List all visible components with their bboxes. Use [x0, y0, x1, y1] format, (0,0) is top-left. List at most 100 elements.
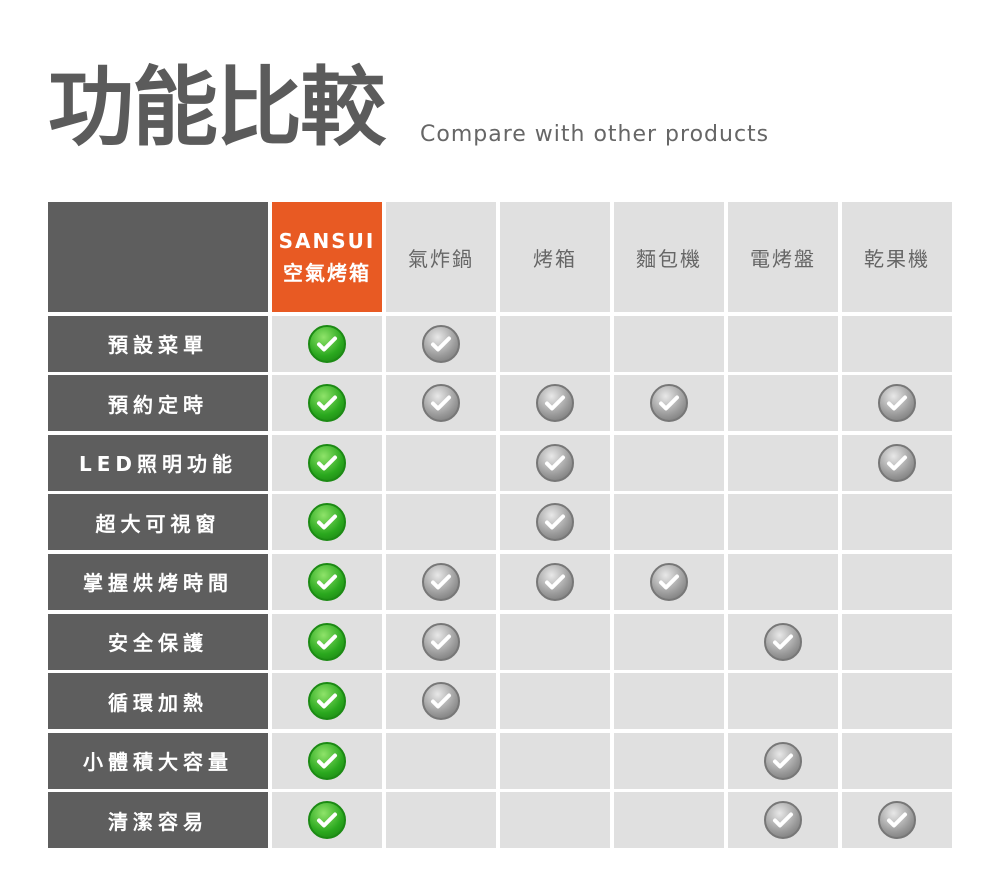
- check-circle-gray-icon: [422, 562, 460, 601]
- table-cell: [842, 553, 952, 610]
- check-circle-green-icon: [308, 622, 346, 661]
- table-cell: [386, 315, 496, 372]
- check-circle-green-icon: [308, 682, 346, 721]
- row-header: 預約定時: [48, 375, 268, 432]
- check-circle-green-icon: [308, 443, 346, 482]
- table-cell: [500, 315, 610, 372]
- table-cell: [614, 673, 724, 730]
- table-cell: [500, 434, 610, 491]
- table-cell: [500, 375, 610, 432]
- table-cell: [386, 732, 496, 789]
- table-cell: [728, 375, 838, 432]
- table-cell: [500, 673, 610, 730]
- table-cell: [386, 494, 496, 551]
- column-header: 氣炸鍋: [386, 202, 496, 312]
- table-cell: [728, 673, 838, 730]
- check-circle-green-icon: [308, 324, 346, 363]
- table-cell: [272, 494, 382, 551]
- check-circle-gray-icon: [536, 384, 574, 423]
- comparison-table: SANSUI 空氣烤箱 氣炸鍋 烤箱 麵包機 電烤盤 乾果機 預設菜單 預約定時 L…: [48, 202, 952, 849]
- table-cell: [500, 792, 610, 849]
- table-cell: [842, 673, 952, 730]
- check-circle-green-icon: [308, 562, 346, 601]
- column-header: 乾果機: [842, 202, 952, 312]
- table-cell: [272, 315, 382, 372]
- column-header: 電烤盤: [728, 202, 838, 312]
- table-cell: [728, 553, 838, 610]
- table-cell: [500, 732, 610, 789]
- table-cell: [728, 792, 838, 849]
- table-cell: [272, 375, 382, 432]
- table-cell: [842, 613, 952, 670]
- table-cell: [842, 375, 952, 432]
- check-circle-gray-icon: [764, 801, 802, 840]
- table-cell: [500, 553, 610, 610]
- check-circle-gray-icon: [878, 443, 916, 482]
- check-circle-gray-icon: [764, 741, 802, 780]
- table-cell: [386, 434, 496, 491]
- table-cell: [614, 553, 724, 610]
- table-cell: [842, 494, 952, 551]
- page-subtitle: Compare with other products: [420, 122, 770, 147]
- brand-product: 空氣烤箱: [283, 261, 371, 285]
- table-cell: [728, 494, 838, 551]
- row-header: 預設菜單: [48, 315, 268, 372]
- column-header: 麵包機: [614, 202, 724, 312]
- row-header: 小體積大容量: [48, 732, 268, 789]
- check-circle-gray-icon: [764, 622, 802, 661]
- brand-name: SANSUI: [278, 229, 376, 253]
- table-cell: [614, 792, 724, 849]
- table-cell: [614, 613, 724, 670]
- check-circle-green-icon: [308, 801, 346, 840]
- table-cell: [272, 732, 382, 789]
- check-circle-gray-icon: [536, 443, 574, 482]
- table-cell: [500, 613, 610, 670]
- table-cell: [614, 434, 724, 491]
- table-cell: [272, 673, 382, 730]
- check-circle-gray-icon: [650, 562, 688, 601]
- table-cell: [842, 315, 952, 372]
- table-cell: [272, 792, 382, 849]
- check-circle-gray-icon: [422, 384, 460, 423]
- table-cell: [272, 434, 382, 491]
- check-circle-green-icon: [308, 503, 346, 542]
- table-cell: [500, 494, 610, 551]
- table-cell: [842, 434, 952, 491]
- check-circle-gray-icon: [422, 682, 460, 721]
- page-title: 功能比較: [48, 58, 386, 158]
- table-cell: [614, 732, 724, 789]
- check-circle-gray-icon: [536, 562, 574, 601]
- check-circle-green-icon: [308, 384, 346, 423]
- table-cell: [614, 494, 724, 551]
- table-cell: [728, 732, 838, 789]
- table-corner: [48, 202, 268, 312]
- row-header: LED照明功能: [48, 434, 268, 491]
- row-header: 清潔容易: [48, 792, 268, 849]
- table-cell: [614, 315, 724, 372]
- column-header: 烤箱: [500, 202, 610, 312]
- table-cell: [272, 553, 382, 610]
- table-cell: [386, 553, 496, 610]
- check-circle-gray-icon: [422, 622, 460, 661]
- table-cell: [386, 375, 496, 432]
- row-header: 循環加熱: [48, 673, 268, 730]
- table-cell: [728, 613, 838, 670]
- check-circle-gray-icon: [878, 801, 916, 840]
- table-cell: [842, 732, 952, 789]
- table-cell: [386, 613, 496, 670]
- row-header: 超大可視窗: [48, 494, 268, 551]
- check-circle-gray-icon: [536, 503, 574, 542]
- row-header: 掌握烘烤時間: [48, 553, 268, 610]
- column-header-sansui: SANSUI 空氣烤箱: [272, 202, 382, 312]
- table-cell: [842, 792, 952, 849]
- check-circle-gray-icon: [422, 324, 460, 363]
- table-cell: [272, 613, 382, 670]
- check-circle-gray-icon: [878, 384, 916, 423]
- table-cell: [728, 434, 838, 491]
- table-cell: [728, 315, 838, 372]
- check-circle-gray-icon: [650, 384, 688, 423]
- table-cell: [386, 792, 496, 849]
- row-header: 安全保護: [48, 613, 268, 670]
- check-circle-green-icon: [308, 741, 346, 780]
- table-cell: [386, 673, 496, 730]
